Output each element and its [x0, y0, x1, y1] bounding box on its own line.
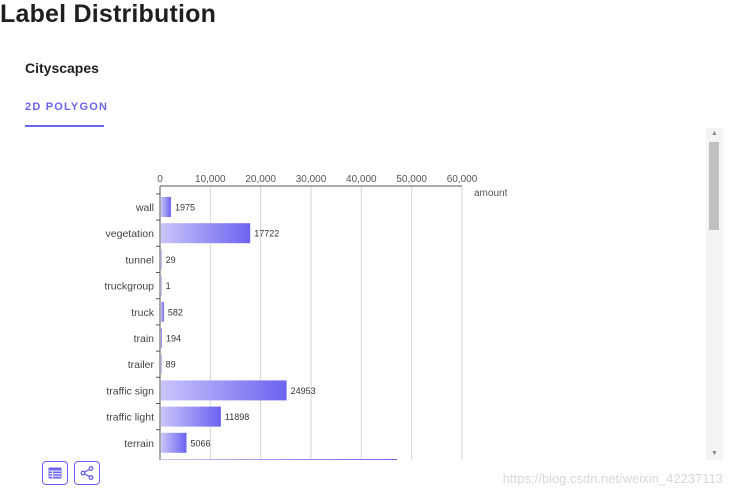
table-icon: [48, 467, 62, 479]
chart-scrollbar[interactable]: ▲ ▼: [706, 128, 723, 460]
x-tick-label: 20,000: [245, 174, 276, 185]
bar: [161, 249, 162, 270]
category-label: trailer: [128, 359, 155, 371]
category-label: terrain: [124, 438, 154, 450]
bar: [161, 328, 162, 348]
x-tick-label: 0: [157, 174, 163, 185]
dataset-name: Cityscapes: [25, 60, 99, 76]
scroll-thumb[interactable]: [709, 142, 719, 230]
chart-panel: 0 10,000 20,000 30,000 40,000 50,000 60,000 amo…: [0, 130, 706, 460]
x-tick-label: 30,000: [296, 174, 327, 185]
bar: [161, 275, 162, 296]
bar: [161, 354, 162, 375]
value-label: 1: [166, 281, 171, 291]
bar: [161, 432, 187, 453]
watermark: https://blog.csdn.net/weixin_42237113: [502, 471, 723, 486]
tab-2d-polygon[interactable]: 2D POLYGON: [25, 101, 109, 113]
bar: [161, 380, 287, 401]
label-distribution-chart: 0 10,000 20,000 30,000 40,000 50,000 60,000 amo…: [104, 174, 508, 460]
category-label: tunnel: [125, 254, 154, 266]
value-label: 24953: [291, 386, 316, 396]
table-view-button[interactable]: [42, 461, 68, 485]
scroll-down-arrow-icon[interactable]: ▼: [711, 450, 718, 457]
category-label: wall: [135, 202, 154, 214]
bar: [161, 406, 221, 427]
x-axis-title: amount: [474, 188, 508, 199]
category-label: traffic light: [106, 412, 154, 424]
bar: [161, 223, 251, 244]
share-button[interactable]: [74, 461, 100, 485]
category-label: traffic sign: [106, 385, 154, 397]
bar: [161, 197, 171, 217]
value-label: 29: [166, 255, 176, 265]
x-tick-label: 10,000: [195, 174, 226, 185]
category-label: train: [134, 333, 155, 345]
value-label: 194: [166, 334, 181, 344]
x-tick-label: 50,000: [396, 174, 427, 185]
x-tick-label: 60,000: [447, 174, 478, 185]
category-label: truckgroup: [104, 281, 154, 293]
bar: [161, 301, 164, 322]
category-label: vegetation: [106, 228, 155, 240]
x-tick-label: 40,000: [346, 174, 377, 185]
value-label: 11898: [225, 412, 249, 422]
tab-active-indicator: [25, 125, 104, 127]
page-title: Label Distribution: [0, 0, 217, 28]
value-label: 5066: [190, 438, 210, 448]
share-icon: [80, 466, 94, 480]
category-label: truck: [131, 307, 155, 319]
value-label: 1975: [175, 203, 195, 213]
scroll-up-arrow-icon[interactable]: ▲: [711, 130, 718, 137]
bar-partial: [161, 459, 397, 460]
value-label: 582: [168, 307, 183, 317]
value-label: 89: [166, 360, 176, 370]
value-label: 17722: [254, 229, 279, 239]
